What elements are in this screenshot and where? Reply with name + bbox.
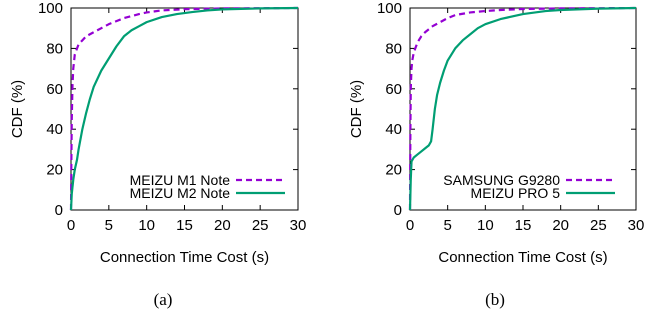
x-tick-label: 20 <box>214 217 231 234</box>
y-tick-label: 40 <box>46 121 63 138</box>
series-line-2 <box>408 6 637 211</box>
y-tick-label: 60 <box>385 81 402 98</box>
x-tick-label: 0 <box>406 217 414 234</box>
y-tick-label: 80 <box>46 40 63 57</box>
y-tick-label: 100 <box>38 0 63 17</box>
legend-label-2: MEIZU M2 Note <box>130 185 231 201</box>
x-tick-label: 30 <box>628 217 645 234</box>
x-tick-label: 5 <box>443 217 451 234</box>
y-tick-label: 80 <box>385 40 402 57</box>
y-tick-label: 20 <box>385 162 402 179</box>
panel-caption: (b) <box>485 290 505 309</box>
y-tick-label: 40 <box>385 121 402 138</box>
x-tick-label: 20 <box>552 217 569 234</box>
y-axis-title: CDF (%) <box>9 80 26 138</box>
series-line-1 <box>69 6 299 211</box>
x-axis-title: Connection Time Cost (s) <box>438 249 607 266</box>
y-tick-label: 20 <box>46 162 63 179</box>
legend-label-1: SAMSUNG G9280 <box>443 172 560 188</box>
panel-caption: (a) <box>154 290 173 309</box>
legend-label-2: MEIZU PRO 5 <box>471 185 561 201</box>
y-axis-title: CDF (%) <box>348 80 365 138</box>
y-tick-label: 0 <box>394 202 402 219</box>
x-tick-label: 25 <box>590 217 607 234</box>
legend-label-1: MEIZU M1 Note <box>130 172 231 188</box>
y-tick-label: 60 <box>46 81 63 98</box>
y-tick-label: 0 <box>55 202 63 219</box>
x-tick-label: 30 <box>290 217 307 234</box>
y-tick-label: 100 <box>377 0 402 17</box>
x-tick-label: 10 <box>477 217 494 234</box>
x-tick-label: 25 <box>252 217 269 234</box>
x-tick-label: 5 <box>105 217 113 234</box>
x-tick-label: 10 <box>138 217 155 234</box>
x-tick-label: 15 <box>515 217 532 234</box>
series-line-1 <box>408 6 637 211</box>
x-tick-label: 0 <box>67 217 75 234</box>
x-axis-title: Connection Time Cost (s) <box>100 249 269 266</box>
series-line-2 <box>69 6 299 211</box>
x-tick-label: 15 <box>176 217 193 234</box>
